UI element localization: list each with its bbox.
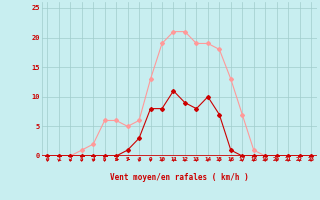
X-axis label: Vent moyen/en rafales ( km/h ): Vent moyen/en rafales ( km/h ): [110, 174, 249, 182]
